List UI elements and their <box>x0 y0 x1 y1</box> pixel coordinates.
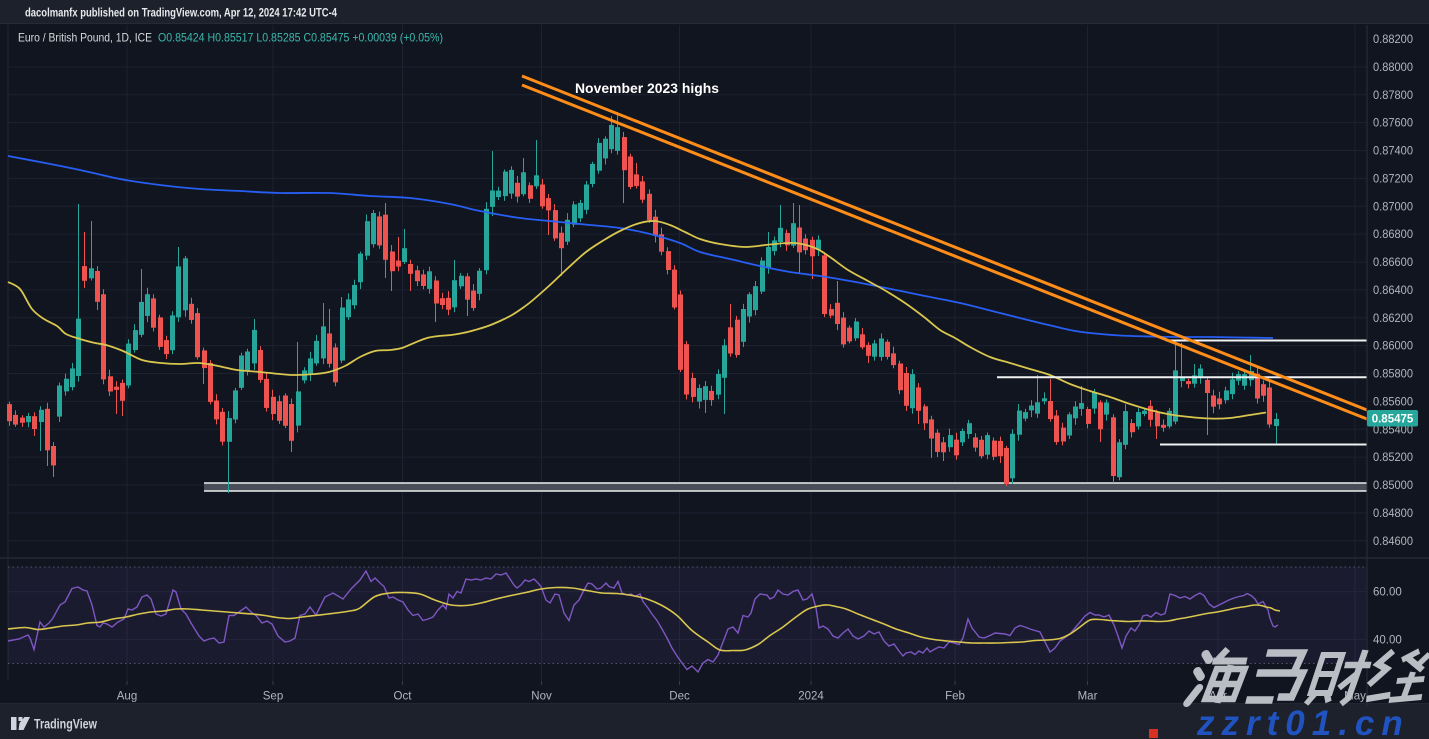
svg-text:Feb: Feb <box>945 691 965 703</box>
svg-text:0.85200: 0.85200 <box>1373 452 1413 464</box>
svg-text:0.87200: 0.87200 <box>1373 173 1413 185</box>
svg-text:TradingView: TradingView <box>34 717 97 732</box>
svg-text:Nov: Nov <box>531 691 552 703</box>
svg-text:0.86600: 0.86600 <box>1373 257 1413 269</box>
svg-text:Aug: Aug <box>117 691 137 703</box>
svg-text:November 2023 highs: November 2023 highs <box>575 81 719 96</box>
svg-text:0.87400: 0.87400 <box>1373 146 1413 158</box>
svg-text:Oct: Oct <box>394 691 413 703</box>
svg-text:0.85000: 0.85000 <box>1373 480 1413 492</box>
svg-text:Dec: Dec <box>669 691 690 703</box>
svg-text:0.84600: 0.84600 <box>1373 536 1413 548</box>
svg-text:0.84800: 0.84800 <box>1373 508 1413 520</box>
svg-text:0.87800: 0.87800 <box>1373 90 1413 102</box>
svg-text:0.86000: 0.86000 <box>1373 341 1413 353</box>
svg-text:0.86800: 0.86800 <box>1373 229 1413 241</box>
svg-text:0.86200: 0.86200 <box>1373 313 1413 325</box>
svg-text:Mar: Mar <box>1078 691 1098 703</box>
svg-text:0.87600: 0.87600 <box>1373 118 1413 130</box>
svg-text:0.85600: 0.85600 <box>1373 396 1413 408</box>
svg-text:0.88000: 0.88000 <box>1373 62 1413 74</box>
svg-text:0.88200: 0.88200 <box>1373 34 1413 46</box>
svg-text:2024: 2024 <box>798 691 824 703</box>
svg-text:Euro / British Pound, 1D, ICE: Euro / British Pound, 1D, ICE <box>18 31 152 45</box>
svg-text:0.85400: 0.85400 <box>1373 424 1413 436</box>
svg-text:0.86400: 0.86400 <box>1373 285 1413 297</box>
svg-text:O0.85424 H0.85517 L0.85285: O0.85424 H0.85517 L0.85285 C0.85475 +0.0… <box>158 31 443 45</box>
svg-text:Sep: Sep <box>263 691 283 703</box>
svg-text:40.00: 40.00 <box>1373 635 1402 647</box>
svg-text:zzrt01.cn: zzrt01.cn <box>1196 704 1410 739</box>
svg-text:0.87000: 0.87000 <box>1373 201 1413 213</box>
svg-text:dacolmanfx published on Tradin: dacolmanfx published on TradingView.com,… <box>25 6 337 20</box>
svg-text:60.00: 60.00 <box>1373 586 1402 598</box>
svg-text:0.85475: 0.85475 <box>1372 414 1414 426</box>
svg-text:0.85800: 0.85800 <box>1373 369 1413 381</box>
